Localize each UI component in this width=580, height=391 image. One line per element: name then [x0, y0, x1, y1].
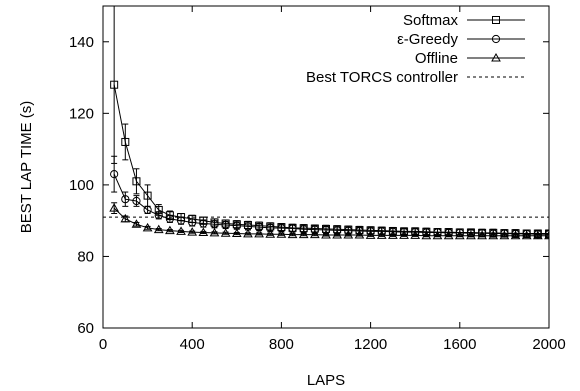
data-point — [533, 230, 542, 239]
data-point — [143, 191, 152, 200]
x-tick-label: 1600 — [443, 336, 476, 353]
data-point — [321, 229, 331, 239]
data-point — [132, 177, 141, 186]
data-point — [254, 228, 264, 238]
data-point — [198, 227, 209, 236]
x-tick-label: 800 — [269, 336, 294, 353]
data-point — [522, 229, 531, 239]
data-point — [298, 229, 309, 239]
plot-area — [103, 6, 549, 240]
x-tick-label: 1200 — [354, 336, 387, 353]
data-point — [354, 229, 365, 239]
data-point — [243, 228, 253, 238]
data-point — [343, 229, 354, 239]
y-tick-label: 120 — [69, 105, 94, 122]
data-point — [165, 225, 175, 235]
data-point — [477, 230, 487, 240]
data-point — [499, 230, 510, 240]
data-point — [132, 196, 141, 206]
data-point — [521, 230, 532, 240]
data-point — [488, 230, 499, 240]
legend-label: ε-Greedy — [397, 31, 458, 48]
data-point — [466, 230, 476, 240]
chart-marks — [103, 6, 549, 240]
legend-label: Best TORCS controller — [306, 69, 458, 86]
data-point — [277, 224, 286, 233]
legend: Softmax ε-Greedy Offline Best TORCS control… — [306, 12, 525, 86]
data-point — [510, 230, 521, 240]
axis-ticks: 0 400 800 1200 1600 2000 60 80 100 120 140 — [69, 6, 566, 353]
data-point — [454, 230, 465, 240]
data-point — [276, 229, 287, 238]
y-tick-label: 100 — [69, 177, 94, 194]
data-point — [287, 229, 298, 239]
legend-marker — [491, 52, 501, 62]
data-point — [388, 230, 398, 239]
series-greedy — [110, 155, 549, 239]
legend-marker — [491, 34, 501, 44]
x-tick-label: 2000 — [532, 336, 565, 353]
y-tick-label: 80 — [77, 248, 94, 265]
data-point — [376, 230, 387, 239]
y-tick-label: 60 — [77, 320, 94, 337]
data-point — [153, 224, 164, 234]
data-point — [309, 229, 320, 239]
data-point — [332, 229, 343, 239]
data-point — [532, 230, 543, 240]
data-point — [432, 230, 443, 240]
x-tick-label: 0 — [99, 336, 107, 353]
data-point — [131, 219, 142, 228]
data-point — [209, 227, 220, 237]
data-point — [288, 224, 297, 233]
data-point — [231, 228, 242, 238]
data-point — [121, 137, 130, 146]
legend-marker — [492, 16, 500, 24]
x-tick-label: 400 — [180, 336, 205, 353]
data-point — [365, 230, 376, 239]
series-offline — [109, 202, 549, 240]
data-point — [399, 230, 409, 239]
data-point — [165, 214, 174, 223]
data-point — [142, 222, 153, 232]
data-point — [421, 230, 432, 240]
series-line-offline — [113, 207, 549, 237]
series-line-softmax — [113, 84, 549, 235]
data-point — [120, 213, 131, 223]
data-point — [188, 218, 197, 227]
data-point — [176, 226, 186, 235]
series-line-greedy — [113, 173, 549, 235]
series-softmax — [110, 6, 549, 238]
plot-frame — [102, 5, 550, 329]
data-point — [265, 229, 276, 238]
data-point — [110, 80, 119, 89]
data-point — [511, 229, 520, 239]
data-point — [220, 228, 231, 237]
data-point — [199, 219, 208, 228]
data-point — [143, 205, 152, 215]
legend-label: Softmax — [403, 12, 459, 29]
data-point — [187, 227, 198, 236]
legend-label: Offline — [415, 50, 458, 67]
y-tick-label: 140 — [69, 34, 94, 51]
data-point — [544, 230, 549, 240]
data-point — [109, 203, 120, 212]
data-point — [121, 195, 130, 204]
data-point — [110, 170, 119, 179]
data-point — [410, 230, 421, 239]
data-point — [443, 230, 454, 240]
data-point — [154, 211, 163, 220]
y-axis-label: BEST LAP TIME (s) — [18, 101, 35, 234]
data-point — [544, 230, 549, 239]
x-axis-label: LAPS — [307, 372, 345, 389]
data-point — [266, 223, 275, 232]
data-point — [299, 225, 308, 234]
